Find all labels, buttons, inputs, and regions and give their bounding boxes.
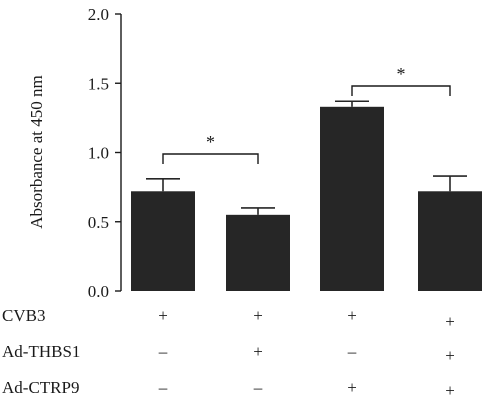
- y-axis-label: Absorbance at 450 nm: [27, 75, 46, 228]
- condition-sign: –: [158, 378, 168, 397]
- y-tick-label: 0.0: [88, 282, 109, 301]
- bar: [418, 191, 482, 291]
- condition-sign: –: [158, 342, 168, 361]
- condition-label: Ad-CTRP9: [2, 378, 79, 397]
- condition-sign: +: [445, 312, 455, 331]
- condition-table: CVB3 + + + + Ad-THBS1 – + – + Ad-CTRP9 – – + +: [2, 306, 455, 400]
- condition-sign: –: [347, 342, 357, 361]
- y-tick-label: 0.5: [88, 213, 109, 232]
- condition-sign: +: [158, 306, 168, 325]
- significance-marker: *: [397, 64, 406, 84]
- condition-sign: –: [253, 378, 263, 397]
- condition-label: CVB3: [2, 306, 45, 325]
- condition-sign: +: [445, 381, 455, 400]
- condition-sign: +: [253, 306, 263, 325]
- condition-label: Ad-THBS1: [2, 342, 80, 361]
- y-axis: 0.0 0.5 1.0 1.5 2.0: [88, 5, 122, 301]
- y-tick-label: 2.0: [88, 5, 109, 24]
- bar: [226, 214, 290, 291]
- bar: [320, 106, 384, 291]
- y-tick-label: 1.0: [88, 144, 109, 163]
- condition-sign: +: [253, 342, 263, 361]
- significance-brackets: **: [162, 64, 451, 164]
- bar: [131, 191, 195, 291]
- significance-bracket: [351, 85, 451, 96]
- condition-sign: +: [347, 306, 357, 325]
- bars: [131, 106, 482, 291]
- significance-bracket: [162, 153, 259, 164]
- condition-sign: +: [445, 346, 455, 365]
- y-tick-label: 1.5: [88, 74, 109, 93]
- error-bars: [146, 100, 467, 215]
- condition-sign: +: [347, 378, 357, 397]
- significance-marker: *: [206, 132, 215, 152]
